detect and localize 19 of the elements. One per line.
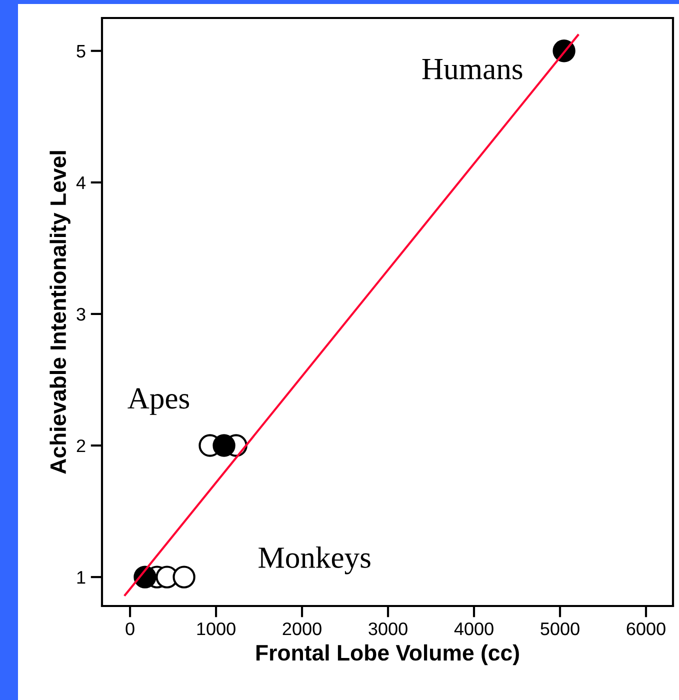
point — [172, 566, 196, 588]
x-tick-label: 5000 — [540, 622, 580, 636]
annotation: Monkeys — [258, 546, 370, 574]
y-tick-label: 5 — [76, 45, 86, 58]
x-tick-label: 6000 — [626, 622, 666, 636]
annotation: Humans — [422, 59, 522, 80]
y-tick-label: 3 — [76, 308, 86, 321]
x-axis-title: Frontal Lobe Volume (cc) — [256, 644, 519, 666]
x-tick-label: 4000 — [454, 622, 494, 636]
y-axis-title: Achievable Intentionality Level — [50, 151, 70, 474]
y-tick-label: 4 — [76, 176, 86, 189]
x-tick-label: 3000 — [368, 622, 408, 636]
y-tick-label: 1 — [77, 571, 86, 584]
x-tick-label: 0 — [126, 622, 134, 636]
x-tick-label: 1000 — [197, 622, 236, 636]
annotation: Apes — [128, 388, 190, 415]
y-tick-label: 2 — [76, 439, 86, 452]
x-tick-label: 2000 — [282, 622, 322, 636]
point — [212, 434, 236, 457]
